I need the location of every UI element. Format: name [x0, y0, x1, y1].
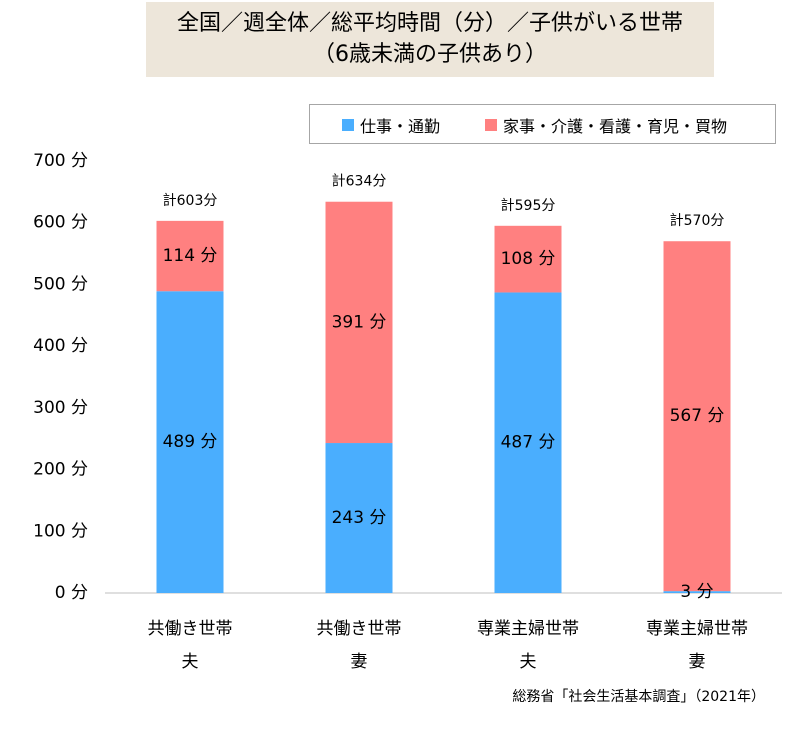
bar-housework: [156, 220, 224, 292]
y-tick-label: 600 分: [33, 213, 88, 233]
bar-work: [325, 443, 393, 593]
total-label: 計595分: [501, 198, 556, 214]
bar-work: [494, 292, 562, 593]
data-label-work: 243 分: [332, 508, 387, 528]
y-tick-label: 200 分: [33, 460, 88, 480]
legend-item-work: 仕事・通勤: [342, 105, 440, 145]
x-category-label: 専業主婦世帯: [477, 619, 579, 639]
source-note: 総務省「社会生活基本調査」（2021年）: [512, 689, 765, 705]
x-category-label: 共働き世帯: [148, 619, 233, 639]
x-category-sublabel: 夫: [182, 652, 199, 672]
bar-work: [663, 591, 731, 593]
legend-label-work: 仕事・通勤: [360, 117, 441, 136]
data-label-work: 487 分: [501, 433, 556, 453]
x-category-sublabel: 妻: [351, 652, 368, 672]
x-category-label: 専業主婦世帯: [646, 619, 748, 639]
legend-swatch-work: [342, 119, 354, 131]
data-label-work: 489 分: [163, 432, 218, 452]
bar-housework: [494, 225, 562, 293]
y-tick-label: 0 分: [55, 583, 88, 603]
chart-title-line1: 全国／週全体／総平均時間（分）／子供がいる世帯: [176, 11, 683, 36]
y-tick-label: 300 分: [33, 398, 88, 418]
chart-title-box: 全国／週全体／総平均時間（分）／子供がいる世帯 （6歳未満の子供あり）: [146, 2, 714, 77]
data-label-housework: 567 分: [670, 406, 725, 426]
y-tick-label: 400 分: [33, 336, 88, 356]
legend-item-housework: 家事・介護・看護・育児・買物: [485, 105, 727, 145]
bar-housework: [663, 241, 731, 592]
data-label-work: 3 分: [680, 582, 713, 602]
legend: 仕事・通勤 家事・介護・看護・育児・買物: [309, 104, 776, 144]
bar-work: [156, 291, 224, 593]
data-label-housework: 114 分: [163, 246, 218, 266]
y-tick-label: 500 分: [33, 274, 88, 294]
data-label-housework: 108 分: [501, 249, 556, 269]
x-category-sublabel: 妻: [689, 652, 706, 672]
legend-swatch-housework: [485, 119, 497, 131]
chart-title-line2: （6歳未満の子供あり）: [313, 42, 547, 67]
x-category-sublabel: 夫: [520, 652, 537, 672]
y-tick-label: 700 分: [33, 151, 88, 171]
legend-label-housework: 家事・介護・看護・育児・買物: [503, 117, 728, 136]
bar-housework: [325, 201, 393, 444]
data-label-housework: 391 分: [332, 312, 387, 332]
x-category-label: 共働き世帯: [317, 619, 402, 639]
total-label: 計603分: [163, 193, 218, 209]
total-label: 計570分: [670, 213, 725, 229]
total-label: 計634分: [332, 174, 387, 190]
y-tick-label: 100 分: [33, 521, 88, 541]
